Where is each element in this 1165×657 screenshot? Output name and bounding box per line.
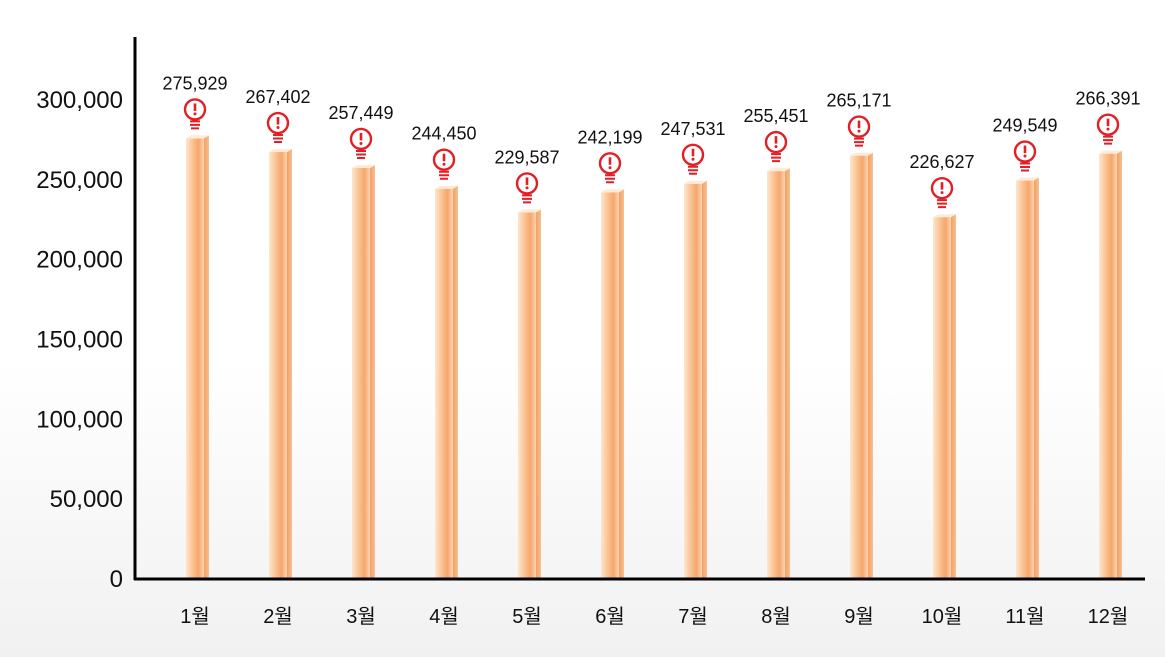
value-label: 226,627 xyxy=(909,152,974,172)
category-label: 9월 xyxy=(844,605,874,628)
value-label: 255,451 xyxy=(743,106,808,126)
bar xyxy=(684,180,707,579)
value-label: 247,531 xyxy=(660,119,725,139)
bar xyxy=(518,209,541,579)
bar xyxy=(850,152,873,580)
category-label: 2월 xyxy=(263,605,293,628)
y-axis-tick-labels: 0 50,000 100,000 150,000 200,000 250,000 300,0… xyxy=(36,87,123,593)
bar xyxy=(352,164,375,579)
bar xyxy=(269,149,292,579)
category-label: 11월 xyxy=(1005,605,1044,628)
category-label: 7월 xyxy=(678,605,708,628)
category-label: 6월 xyxy=(595,605,625,628)
lightbulb-icon xyxy=(1096,113,1120,145)
bars xyxy=(186,135,1122,580)
category-label: 10월 xyxy=(922,605,963,628)
value-label: 267,402 xyxy=(245,87,310,107)
value-label: 275,929 xyxy=(162,73,227,93)
value-label: 266,391 xyxy=(1075,89,1140,109)
lightbulb-icon xyxy=(681,143,705,175)
bar xyxy=(1099,150,1122,580)
bar xyxy=(601,189,624,579)
x-axis-category-labels: 1월 2월 3월 4월 5월 6월 7월 8월 9월 10월 11월 12월 xyxy=(180,605,1128,628)
y-tick-label: 100,000 xyxy=(36,406,123,433)
y-tick-label: 0 xyxy=(110,566,123,593)
value-labels: 275,929 267,402 257,449 244,450 229,587 242,1… xyxy=(162,73,1140,172)
lightbulb-icon xyxy=(847,115,871,147)
lightbulb-icon xyxy=(515,172,539,204)
bar xyxy=(933,214,956,579)
lightbulb-markers xyxy=(183,98,1120,209)
lightbulb-icon xyxy=(266,111,290,144)
category-label: 3월 xyxy=(346,605,376,628)
lightbulb-icon xyxy=(930,176,954,209)
lightbulb-icon xyxy=(432,148,456,180)
lightbulb-icon xyxy=(1013,140,1037,172)
value-label: 229,587 xyxy=(494,147,559,167)
category-label: 4월 xyxy=(429,605,459,628)
lightbulb-icon xyxy=(598,152,622,184)
bar xyxy=(186,135,209,580)
value-label: 265,171 xyxy=(826,91,891,111)
value-label: 242,199 xyxy=(577,127,642,147)
lightbulb-icon xyxy=(349,127,373,159)
value-label: 257,449 xyxy=(328,103,393,123)
category-label: 5월 xyxy=(512,605,542,628)
y-tick-label: 200,000 xyxy=(36,247,123,274)
bar xyxy=(1016,177,1039,579)
category-label: 8월 xyxy=(761,605,791,628)
lightbulb-icon xyxy=(764,130,788,163)
bar xyxy=(767,168,790,580)
category-label: 1월 xyxy=(180,605,210,628)
bar xyxy=(435,185,458,580)
value-label: 249,549 xyxy=(992,116,1057,136)
y-tick-label: 300,000 xyxy=(36,87,123,114)
y-tick-label: 250,000 xyxy=(36,167,123,194)
value-label: 244,450 xyxy=(411,124,476,144)
category-label: 12월 xyxy=(1088,605,1129,628)
y-tick-label: 50,000 xyxy=(50,486,123,513)
y-tick-label: 150,000 xyxy=(36,327,123,354)
lightbulb-icon xyxy=(183,98,207,130)
